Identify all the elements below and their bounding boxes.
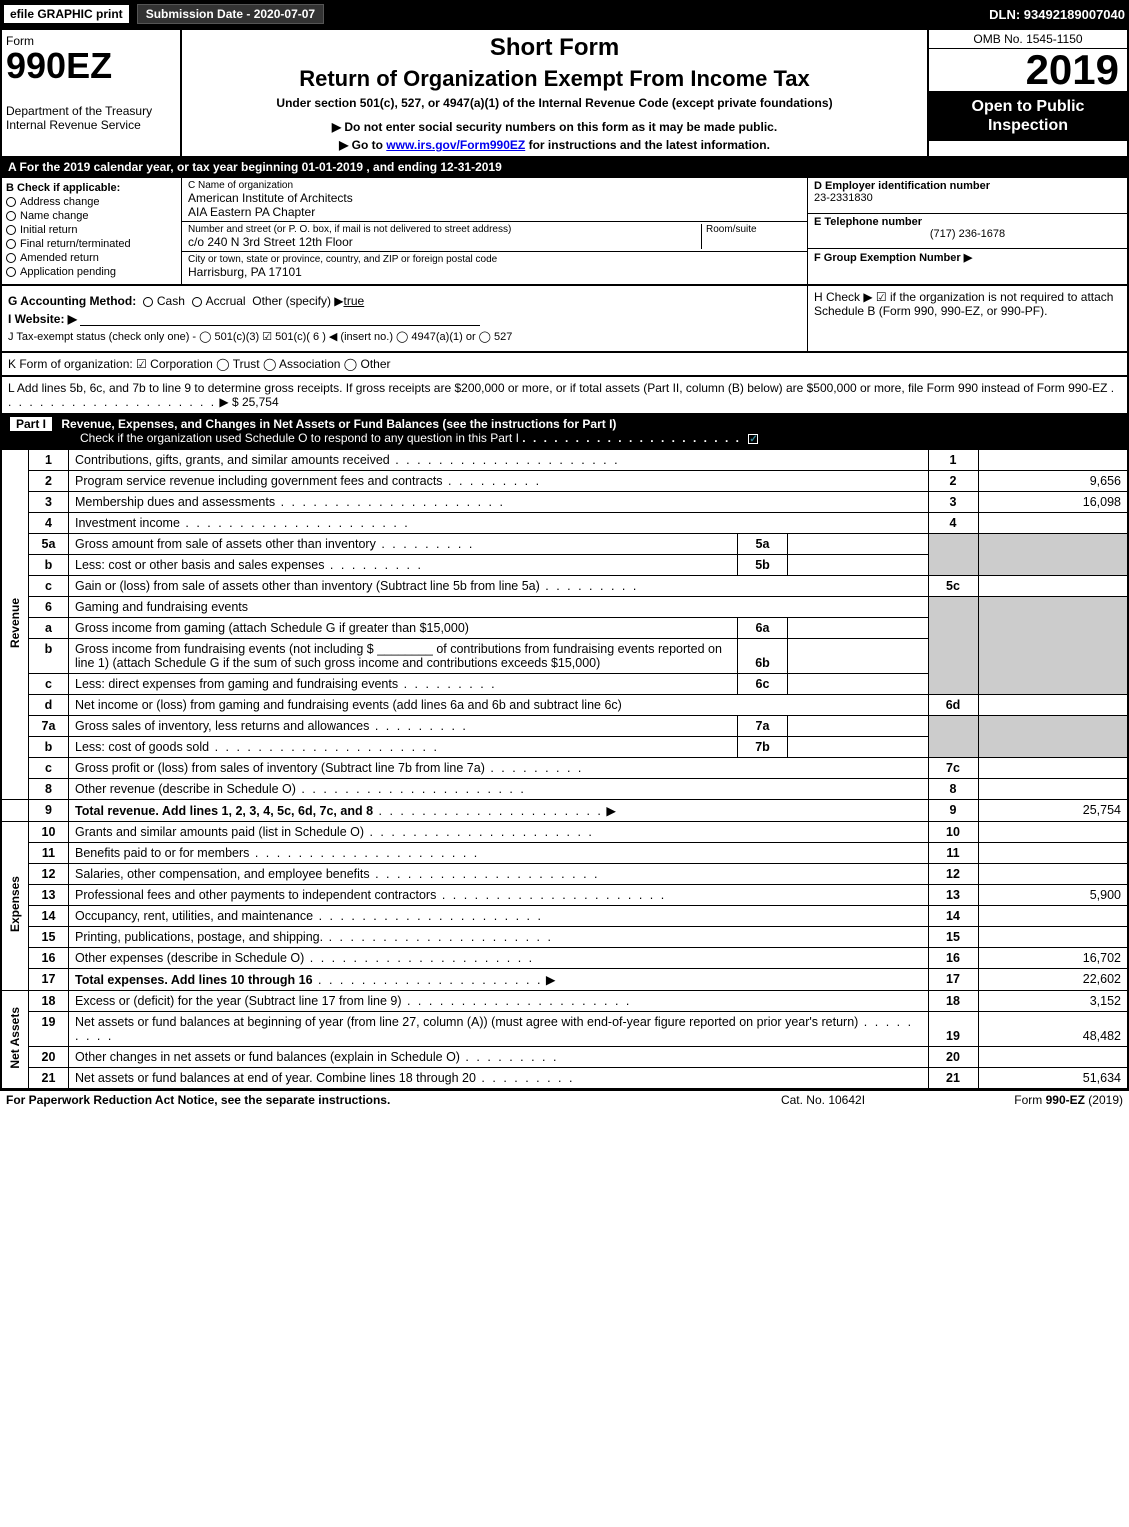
form-note-2: ▶ Go to www.irs.gov/Form990EZ for instru…: [186, 138, 923, 152]
city-label: City or town, state or province, country…: [188, 254, 801, 265]
period-line: A For the 2019 calendar year, or tax yea…: [0, 158, 1129, 178]
form-header: Form 990EZ Department of the Treasury In…: [0, 28, 1129, 158]
efile-print-button[interactable]: efile GRAPHIC print: [4, 5, 129, 23]
section-i: I Website: ▶: [8, 312, 801, 326]
revenue-sidelabel: Revenue: [8, 598, 22, 648]
section-c: C Name of organization American Institut…: [182, 178, 807, 284]
address-label: Number and street (or P. O. box, if mail…: [188, 224, 701, 235]
part-1-header: Part I Revenue, Expenses, and Changes in…: [0, 415, 1129, 449]
org-name: American Institute of Architects AIA Eas…: [188, 191, 801, 219]
open-to-public: Open to Public Inspection: [929, 91, 1127, 141]
identification-block: B Check if applicable: Address change Na…: [0, 178, 1129, 286]
section-k: K Form of organization: ☑ Corporation ◯ …: [0, 353, 1129, 377]
checkbox-name-change[interactable]: [6, 211, 16, 221]
page-footer: For Paperwork Reduction Act Notice, see …: [0, 1090, 1129, 1109]
irs-link[interactable]: www.irs.gov/Form990EZ: [386, 138, 525, 152]
sections-def: D Employer identification number 23-2331…: [807, 178, 1127, 284]
group-exemption-label: F Group Exemption Number ▶: [814, 251, 1121, 264]
net-assets-sidelabel: Net Assets: [8, 1007, 22, 1069]
checkbox-final-return[interactable]: [6, 239, 16, 249]
form-number: 990EZ: [6, 48, 176, 84]
tax-year: 2019: [929, 49, 1127, 91]
checkbox-amended[interactable]: [6, 253, 16, 263]
expenses-sidelabel: Expenses: [8, 876, 22, 932]
part-1-table: Revenue 1 Contributions, gifts, grants, …: [0, 449, 1129, 1090]
ein-value: 23-2331830: [814, 192, 1121, 204]
short-form-title: Short Form: [186, 34, 923, 62]
city: Harrisburg, PA 17101: [188, 265, 801, 279]
submission-date-button[interactable]: Submission Date - 2020-07-07: [137, 4, 324, 24]
ein-label: D Employer identification number: [814, 180, 1121, 192]
address: c/o 240 N 3rd Street 12th Floor: [188, 235, 701, 249]
accounting-other-value: true: [344, 294, 365, 308]
section-b: B Check if applicable: Address change Na…: [2, 178, 182, 284]
checkbox-accrual[interactable]: [192, 297, 202, 307]
form-title: Return of Organization Exempt From Incom…: [186, 66, 923, 92]
department-label: Department of the Treasury Internal Reve…: [6, 104, 176, 132]
section-l: L Add lines 5b, 6c, and 7b to line 9 to …: [0, 377, 1129, 415]
footer-cat-no: Cat. No. 10642I: [723, 1093, 923, 1107]
section-j: J Tax-exempt status (check only one) - ◯…: [8, 330, 801, 343]
phone-label: E Telephone number: [814, 216, 1121, 228]
checkbox-initial-return[interactable]: [6, 225, 16, 235]
form-subtitle: Under section 501(c), 527, or 4947(a)(1)…: [186, 96, 923, 110]
phone-value: (717) 236-1678: [814, 228, 1121, 240]
section-g: G Accounting Method: Cash Accrual Other …: [8, 294, 801, 308]
form-note-1: ▶ Do not enter social security numbers o…: [186, 120, 923, 134]
room-suite-label: Room/suite: [706, 224, 801, 235]
footer-form-ref: Form 990-EZ (2019): [923, 1093, 1123, 1107]
checkbox-schedule-o[interactable]: [748, 434, 758, 444]
top-bar: efile GRAPHIC print Submission Date - 20…: [0, 0, 1129, 28]
footer-left: For Paperwork Reduction Act Notice, see …: [6, 1093, 723, 1107]
sections-gh: G Accounting Method: Cash Accrual Other …: [0, 286, 1129, 353]
dln-label: DLN: 93492189007040: [989, 7, 1125, 22]
section-h: H Check ▶ ☑ if the organization is not r…: [807, 286, 1127, 351]
checkbox-application-pending[interactable]: [6, 267, 16, 277]
checkbox-cash[interactable]: [143, 297, 153, 307]
checkbox-address-change[interactable]: [6, 197, 16, 207]
section-b-label: B Check if applicable:: [6, 182, 177, 194]
org-name-label: C Name of organization: [188, 180, 801, 191]
website-input[interactable]: [80, 325, 480, 326]
